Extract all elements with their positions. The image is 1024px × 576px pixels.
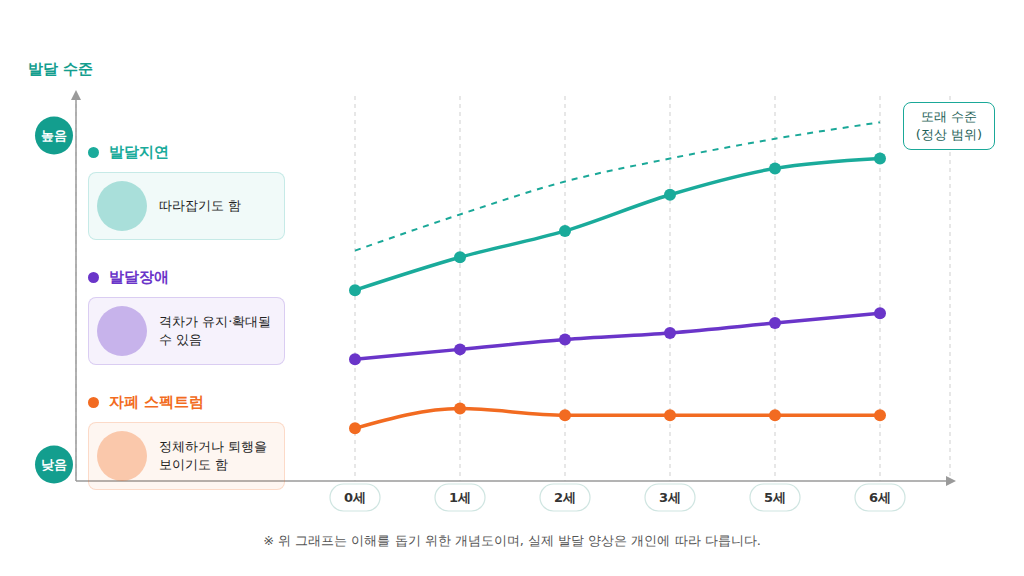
svg-text:0세: 0세 [344,490,366,505]
svg-text:6세: 6세 [869,490,891,505]
html-text:격차가 유지·확대될 수 있음: 격차가 유지·확대될 수 있음 [159,314,272,347]
html-text:또래 수준 (정상 범위): 또래 수준 (정상 범위) [915,109,983,142]
html-text:발달 수준: 발달 수준 [28,60,94,78]
svg-text:5세: 5세 [764,490,786,505]
html-text:자폐 스펙트럼: 자폐 스펙트럼 [109,392,205,411]
html-text:※ 위 그래프는 이해를 돕기 위한 개념도이며, 실제 발: ※ 위 그래프는 이해를 돕기 위한 개념도이며, 실제 발달 양상은 개인에 … [263,533,761,548]
html-text:발달장애: 발달장애 [109,267,169,286]
svg-text:높음: 높음 [41,128,67,143]
svg-text:3세: 3세 [659,490,681,505]
svg-text:낮음: 낮음 [41,457,67,472]
html-text:발달지연: 발달지연 [109,142,169,161]
html-text:따라잡기도 함: 따라잡기도 함 [159,198,242,213]
svg-text:1세: 1세 [449,490,471,505]
html-text:정체하거나 퇴행을 보이기도 함: 정체하거나 퇴행을 보이기도 함 [159,439,268,472]
svg-text:2세: 2세 [554,490,576,505]
